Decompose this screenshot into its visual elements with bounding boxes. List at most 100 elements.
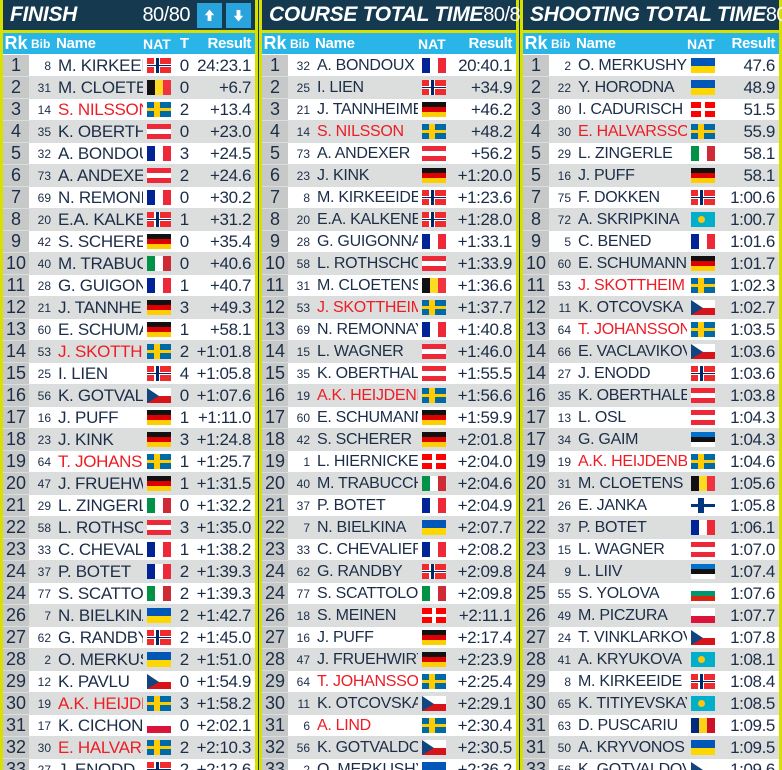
table-row[interactable]: 12 O. MERKUSHYNA 47.6 — [523, 55, 779, 77]
table-row[interactable]: 11 28 G. GUIGONNAT 1 +40.7 — [3, 275, 255, 297]
table-row[interactable]: 17 34 G. GAIM 1:04.3 — [523, 429, 779, 451]
table-row[interactable]: 11 31 M. CLOETENS +1:36.6 — [262, 275, 516, 297]
table-row[interactable]: 7 8 M. KIRKEEIDE +1:23.6 — [262, 187, 516, 209]
table-row[interactable]: 23 15 L. WAGNER 1:07.0 — [523, 539, 779, 561]
table-row[interactable]: 7 75 F. DOKKEN 1:00.6 — [523, 187, 779, 209]
table-row[interactable]: 29 12 K. PAVLU 0 +1:54.9 — [3, 671, 255, 693]
table-row[interactable]: 15 35 K. OBERTHALER +1:55.5 — [262, 363, 516, 385]
table-row[interactable]: 13 60 E. SCHUMANN 1 +58.1 — [3, 319, 255, 341]
table-row[interactable]: 5 73 A. ANDEXER +56.2 — [262, 143, 516, 165]
table-row[interactable]: 15 25 I. LIEN 4 +1:05.8 — [3, 363, 255, 385]
table-row[interactable]: 22 7 N. BIELKINA +2:07.7 — [262, 517, 516, 539]
table-row[interactable]: 14 53 J. SKOTTHEIM 2 +1:01.8 — [3, 341, 255, 363]
table-row[interactable]: 24 9 L. LIIV 1:07.4 — [523, 561, 779, 583]
table-row[interactable]: 12 11 K. OTCOVSKA 1:02.7 — [523, 297, 779, 319]
table-row[interactable]: 24 77 S. SCATTOLO 2 +1:39.3 — [3, 583, 255, 605]
table-row[interactable]: 20 31 M. CLOETENS 1:05.6 — [523, 473, 779, 495]
table-row[interactable]: 3 14 S. NILSSON 2 +13.4 — [3, 99, 255, 121]
table-row[interactable]: 32 56 K. GOTVALDOVA +2:30.5 — [262, 737, 516, 759]
table-row[interactable]: 33 2 O. MERKUSHYNA +2:36.2 — [262, 759, 516, 770]
table-row[interactable]: 10 60 E. SCHUMANN 1:01.7 — [523, 253, 779, 275]
table-row[interactable]: 9 5 C. BENED 1:01.6 — [523, 231, 779, 253]
table-row[interactable]: 10 40 M. TRABUCCHI 0 +40.6 — [3, 253, 255, 275]
table-row[interactable]: 26 7 N. BIELKINA 2 +1:42.7 — [3, 605, 255, 627]
table-row[interactable]: 27 16 J. PUFF +2:17.4 — [262, 627, 516, 649]
table-row[interactable]: 4 14 S. NILSSON +48.2 — [262, 121, 516, 143]
table-row[interactable]: 27 24 T. VINKLARKOVA 1:07.8 — [523, 627, 779, 649]
table-row[interactable]: 28 41 A. KRYUKOVA 1:08.1 — [523, 649, 779, 671]
table-row[interactable]: 30 11 K. OTCOVSKA +2:29.1 — [262, 693, 516, 715]
table-row[interactable]: 19 1 L. HIERNICKEL +2:04.0 — [262, 451, 516, 473]
table-row[interactable]: 13 69 N. REMONNAY +1:40.8 — [262, 319, 516, 341]
table-row[interactable]: 12 53 J. SKOTTHEIM +1:37.7 — [262, 297, 516, 319]
table-row[interactable]: 28 47 J. FRUEHWIRT +2:23.9 — [262, 649, 516, 671]
table-row[interactable]: 7 69 N. REMONNAY 0 +30.2 — [3, 187, 255, 209]
table-row[interactable]: 6 23 J. KINK +1:20.0 — [262, 165, 516, 187]
table-row[interactable]: 4 35 K. OBERTHALER 0 +23.0 — [3, 121, 255, 143]
table-row[interactable]: 2 31 M. CLOETENS 0 +6.7 — [3, 77, 255, 99]
table-row[interactable]: 11 53 J. SKOTTHEIM 1:02.3 — [523, 275, 779, 297]
table-row[interactable]: 26 18 S. MEINEN +2:11.1 — [262, 605, 516, 627]
table-row[interactable]: 18 23 J. KINK 3 +1:24.8 — [3, 429, 255, 451]
table-row[interactable]: 19 64 T. JOHANSSON 1 +1:25.7 — [3, 451, 255, 473]
table-row[interactable]: 23 33 C. CHEVALIER 1 +1:38.2 — [3, 539, 255, 561]
table-row[interactable]: 23 33 C. CHEVALIER +2:08.2 — [262, 539, 516, 561]
table-row[interactable]: 29 64 T. JOHANSSON +2:25.4 — [262, 671, 516, 693]
table-row[interactable]: 29 8 M. KIRKEEIDE 1:08.4 — [523, 671, 779, 693]
table-row[interactable]: 5 29 L. ZINGERLE 58.1 — [523, 143, 779, 165]
scroll-up-button[interactable] — [197, 2, 222, 28]
table-row[interactable]: 9 42 S. SCHERER 0 +35.4 — [3, 231, 255, 253]
table-row[interactable]: 2 22 Y. HORODNA 48.9 — [523, 77, 779, 99]
table-row[interactable]: 5 32 A. BONDOUX 3 +24.5 — [3, 143, 255, 165]
table-row[interactable]: 8 20 E.A. KALKENBERG 1 +31.2 — [3, 209, 255, 231]
table-row[interactable]: 4 30 E. HALVARSSON 55.9 — [523, 121, 779, 143]
table-row[interactable]: 24 77 S. SCATTOLO +2:09.8 — [262, 583, 516, 605]
table-row[interactable]: 22 58 L. ROTHSCHOPF 3 +1:35.0 — [3, 517, 255, 539]
table-row[interactable]: 19 19 A.K. HEIJDENBER 1:04.6 — [523, 451, 779, 473]
table-row[interactable]: 5 16 J. PUFF 58.1 — [523, 165, 779, 187]
table-row[interactable]: 14 27 J. ENODD 1:03.6 — [523, 363, 779, 385]
table-row[interactable]: 24 37 P. BOTET 2 +1:39.3 — [3, 561, 255, 583]
table-row[interactable]: 1 32 A. BONDOUX 20:40.1 — [262, 55, 516, 77]
table-row[interactable]: 3 80 I. CADURISCH 51.5 — [523, 99, 779, 121]
table-row[interactable]: 20 40 M. TRABUCCHI +2:04.6 — [262, 473, 516, 495]
table-row[interactable]: 30 19 A.K. HEIJDENBERG 3 +1:58.2 — [3, 693, 255, 715]
table-row[interactable]: 22 37 P. BOTET 1:06.1 — [523, 517, 779, 539]
table-row[interactable]: 21 37 P. BOTET +2:04.9 — [262, 495, 516, 517]
table-row[interactable]: 16 35 K. OBERTHALER 1:03.8 — [523, 385, 779, 407]
table-row[interactable]: 17 16 J. PUFF 1 +1:11.0 — [3, 407, 255, 429]
table-row[interactable]: 30 65 K. TITIYEVSKAYA 1:08.5 — [523, 693, 779, 715]
table-row[interactable]: 3 21 J. TANNHEIMER +46.2 — [262, 99, 516, 121]
table-row[interactable]: 33 27 J. ENODD 2 +2:12.6 — [3, 759, 255, 770]
table-row[interactable]: 16 19 A.K. HEIJDENBER +1:56.6 — [262, 385, 516, 407]
table-row[interactable]: 8 72 A. SKRIPKINA 1:00.7 — [523, 209, 779, 231]
table-row[interactable]: 21 29 L. ZINGERLE 0 +1:32.2 — [3, 495, 255, 517]
table-row[interactable]: 25 55 S. YOLOVA 1:07.6 — [523, 583, 779, 605]
table-row[interactable]: 14 15 L. WAGNER +1:46.0 — [262, 341, 516, 363]
table-row[interactable]: 8 20 E.A. KALKENBERG +1:28.0 — [262, 209, 516, 231]
table-row[interactable]: 14 66 E. VACLAVIKOVA 1:03.6 — [523, 341, 779, 363]
table-row[interactable]: 31 50 A. KRYVONOS 1:09.5 — [523, 737, 779, 759]
table-row[interactable]: 27 62 G. RANDBY 2 +1:45.0 — [3, 627, 255, 649]
table-row[interactable]: 31 17 K. CICHON 0 +2:02.1 — [3, 715, 255, 737]
table-row[interactable]: 26 49 M. PICZURA 1:07.7 — [523, 605, 779, 627]
table-row[interactable]: 20 47 J. FRUEHWIRT 1 +1:31.5 — [3, 473, 255, 495]
table-row[interactable]: 18 42 S. SCHERER +2:01.8 — [262, 429, 516, 451]
table-row[interactable]: 6 73 A. ANDEXER 2 +24.6 — [3, 165, 255, 187]
table-row[interactable]: 2 25 I. LIEN +34.9 — [262, 77, 516, 99]
table-row[interactable]: 28 2 O. MERKUSHYNA 2 +1:51.0 — [3, 649, 255, 671]
scroll-down-button[interactable] — [226, 2, 251, 28]
table-row[interactable]: 31 6 A. LIND +2:30.4 — [262, 715, 516, 737]
table-row[interactable]: 32 30 E. HALVARSSON 2 +2:10.3 — [3, 737, 255, 759]
table-row[interactable]: 9 28 G. GUIGONNAT +1:33.1 — [262, 231, 516, 253]
table-row[interactable]: 16 56 K. GOTVALDOVA 0 +1:07.6 — [3, 385, 255, 407]
table-row[interactable]: 10 58 L. ROTHSCHOPF +1:33.9 — [262, 253, 516, 275]
table-row[interactable]: 17 13 L. OSL 1:04.3 — [523, 407, 779, 429]
table-row[interactable]: 31 63 D. PUSCARIU 1:09.5 — [523, 715, 779, 737]
table-row[interactable]: 18 M. KIRKEEIDE 0 24:23.1 — [3, 55, 255, 77]
table-row[interactable]: 24 62 G. RANDBY +2:09.8 — [262, 561, 516, 583]
table-row[interactable]: 21 26 E. JANKA 1:05.8 — [523, 495, 779, 517]
table-row[interactable]: 33 56 K. GOTVALDOVA 1:09.6 — [523, 759, 779, 770]
table-row[interactable]: 17 60 E. SCHUMANN +1:59.9 — [262, 407, 516, 429]
table-row[interactable]: 13 64 T. JOHANSSON 1:03.5 — [523, 319, 779, 341]
